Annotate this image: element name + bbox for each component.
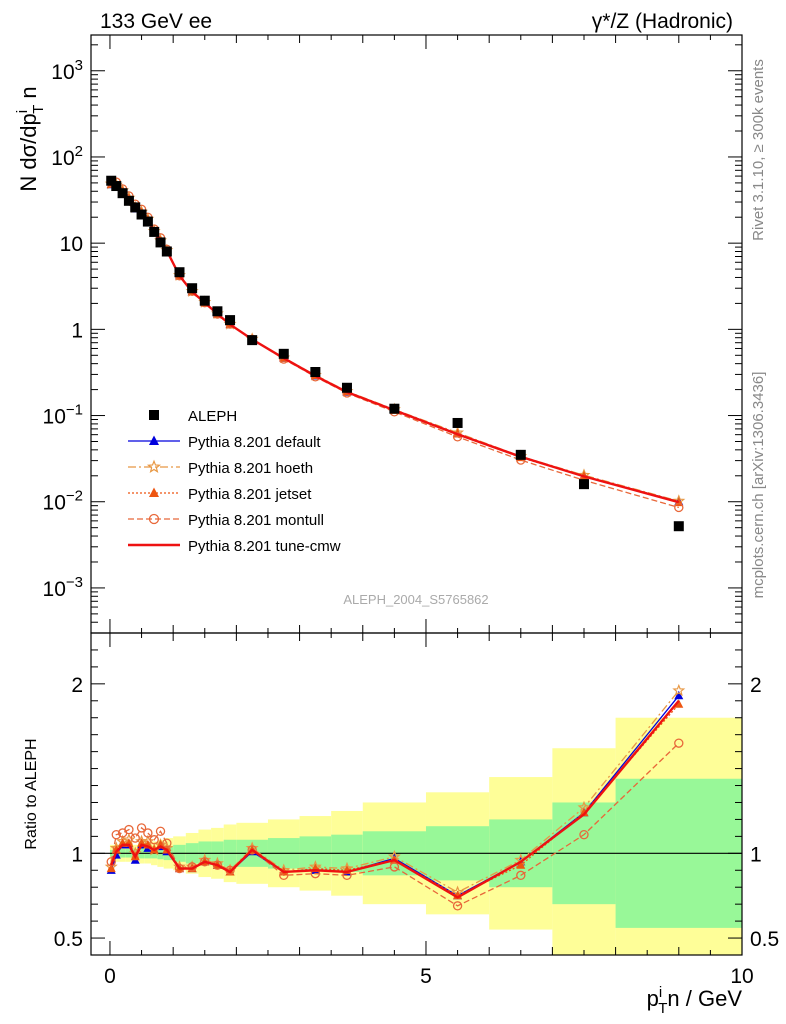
ratio-marker-montull bbox=[162, 838, 172, 848]
ratio-tick-label-left: 0.5 bbox=[54, 928, 83, 951]
data-point bbox=[155, 237, 166, 248]
y-tick-label: 102 bbox=[51, 143, 83, 170]
x-tick-label: 10 bbox=[730, 965, 753, 988]
data-point bbox=[578, 479, 589, 490]
data-point bbox=[130, 202, 141, 213]
data-point bbox=[117, 188, 128, 199]
data-point bbox=[515, 449, 526, 460]
uncertainty-bands bbox=[91, 717, 742, 955]
data-point bbox=[142, 216, 153, 227]
x-tick-label: 0 bbox=[104, 965, 116, 988]
mc-line-default bbox=[111, 184, 679, 503]
ratio-marker-montull bbox=[674, 738, 684, 748]
lower-y-axis-title: Ratio to ALEPH bbox=[23, 738, 40, 849]
ratio-tick-label-left: 2 bbox=[71, 674, 83, 697]
ratio-marker-jetset bbox=[111, 844, 121, 854]
y-tick-label: 10−2 bbox=[43, 488, 83, 515]
ratio-marker-jetset bbox=[156, 839, 166, 849]
ratio-marker-montull bbox=[124, 824, 134, 835]
ratio-marker-montull bbox=[579, 829, 589, 840]
legend-marker-hoeth bbox=[146, 459, 162, 473]
ratio-series bbox=[104, 683, 686, 911]
x-axis-title: pi Tn / GeV bbox=[647, 984, 743, 1017]
ratio-marker-jetset bbox=[106, 863, 116, 873]
data-point bbox=[199, 295, 210, 306]
ratio-marker-jetset bbox=[674, 699, 684, 708]
ratio-tick-label-right: 0.5 bbox=[750, 928, 779, 951]
rivet-version-label: Rivet 3.1.10, ≥ 300k events bbox=[750, 59, 767, 241]
data-point bbox=[212, 306, 223, 317]
axis-labels: 0 5 10 10−3 10−2 10−1 1 10 102 103 0.5 0.5 1 1 2 2 N dσ/… bbox=[14, 57, 779, 1017]
legend-label: ALEPH bbox=[188, 408, 237, 425]
ratio-marker-montull bbox=[136, 823, 147, 833]
ratio-marker-montull bbox=[130, 833, 140, 843]
ratio-marker-montull bbox=[452, 901, 463, 911]
y-tick-label: 10−3 bbox=[43, 574, 83, 601]
ratio-marker-montull bbox=[516, 870, 526, 881]
legend-marker-default bbox=[149, 435, 159, 445]
data-point bbox=[106, 175, 117, 186]
lower-frame bbox=[90, 632, 743, 956]
mcplots-label: mcplots.cern.ch [arXiv:1306.3436] bbox=[750, 372, 767, 599]
ratio-marker-montull bbox=[389, 862, 400, 872]
x-tick-label: 5 bbox=[420, 965, 432, 988]
legend-label: Pythia 8.201 montull bbox=[188, 512, 324, 529]
data-point bbox=[149, 226, 160, 237]
data-point bbox=[161, 246, 172, 257]
ratio-marker-default bbox=[674, 690, 684, 700]
axes-frames bbox=[90, 34, 743, 956]
mc-line-hoeth bbox=[111, 183, 679, 502]
ratio-marker-jetset bbox=[579, 807, 589, 817]
y-tick-label: 103 bbox=[51, 57, 83, 84]
ratio-marker-hoeth bbox=[672, 683, 686, 697]
data-point bbox=[111, 181, 122, 192]
mc-line-cmw bbox=[110, 182, 680, 504]
upper-y-axis-title: N dσ/dpiT n bbox=[14, 86, 47, 191]
header-left: 133 GeV ee bbox=[100, 10, 212, 33]
mc-marker-montull bbox=[674, 502, 684, 513]
analysis-label: ALEPH_2004_S5765862 bbox=[343, 592, 488, 607]
legend-marker-montull bbox=[148, 513, 160, 525]
ratio-tick-label-right: 2 bbox=[750, 674, 762, 697]
data-point bbox=[247, 335, 258, 346]
ratio-marker-montull bbox=[111, 829, 121, 840]
ratio-marker-montull bbox=[143, 828, 153, 838]
ratio-marker-montull bbox=[247, 845, 257, 855]
ratio-tick-label-left: 1 bbox=[71, 843, 83, 866]
mc-line-jetset bbox=[111, 183, 679, 504]
data-point bbox=[452, 417, 463, 428]
y-tick-label: 10 bbox=[60, 233, 83, 256]
main-series bbox=[104, 175, 686, 532]
legend-label: Pythia 8.201 hoeth bbox=[188, 460, 313, 477]
data-point bbox=[278, 348, 289, 359]
legend: ALEPH Pythia 8.201 default Pythia 8.201 ho… bbox=[128, 408, 341, 555]
axis-ticks bbox=[91, 35, 743, 956]
legend-marker-data bbox=[149, 410, 159, 420]
y-tick-label: 10−1 bbox=[43, 402, 83, 429]
data-point bbox=[673, 521, 684, 532]
ratio-line-cmw bbox=[110, 700, 680, 899]
mc-line-montull bbox=[111, 181, 679, 509]
data-point bbox=[389, 403, 400, 414]
legend-label: Pythia 8.201 tune-cmw bbox=[188, 538, 341, 555]
data-point bbox=[174, 267, 185, 278]
data-point bbox=[310, 367, 321, 378]
ratio-marker-montull bbox=[149, 835, 159, 845]
ratio-marker-jetset bbox=[516, 860, 526, 869]
ratio-tick-label-right: 1 bbox=[750, 843, 762, 866]
data-point bbox=[187, 283, 198, 294]
legend-label: Pythia 8.201 jetset bbox=[188, 486, 312, 503]
legend-marker-jetset bbox=[149, 487, 159, 497]
header-right: γ*/Z (Hadronic) bbox=[592, 10, 733, 33]
ratio-marker-montull bbox=[155, 826, 166, 836]
data-point bbox=[123, 195, 134, 206]
ratio-marker-montull bbox=[106, 857, 116, 867]
data-point bbox=[341, 382, 352, 393]
data-point bbox=[225, 315, 236, 326]
y-tick-label: 1 bbox=[71, 319, 83, 342]
legend-label: Pythia 8.201 default bbox=[188, 434, 321, 451]
data-point bbox=[136, 209, 147, 220]
